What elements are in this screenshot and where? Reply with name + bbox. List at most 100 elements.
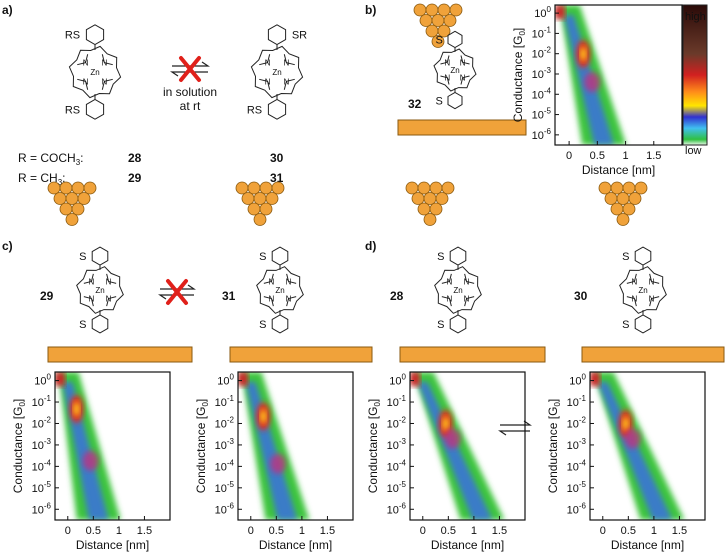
atom-label: N	[447, 277, 453, 286]
tick-exponent: -4	[579, 458, 587, 467]
r-colon: :	[62, 171, 65, 185]
tick-base: 10	[32, 504, 44, 516]
gold-atom	[59, 181, 73, 195]
heatmap	[55, 372, 121, 520]
tick-base: 10	[387, 440, 399, 452]
x-tick-label: 1	[651, 525, 657, 537]
density-high	[444, 428, 461, 449]
atom-label: N	[447, 295, 453, 304]
x-axis-label: Distance [nm]	[611, 538, 684, 552]
phenyl-ring	[447, 91, 463, 110]
macrocycle	[256, 266, 304, 314]
y-tick-label: 10-3	[215, 437, 235, 452]
atom-label: N	[265, 59, 271, 68]
gold-atom	[71, 181, 85, 195]
tick-base: 10	[387, 504, 399, 516]
label-end: ]	[11, 399, 25, 402]
y-tick-label: 10-5	[32, 480, 52, 495]
bond	[283, 81, 287, 90]
tick-base: 10	[567, 440, 579, 452]
tick-base: 10	[215, 418, 227, 430]
compound-number: 31	[270, 171, 284, 185]
bond	[626, 296, 635, 300]
tick-base: 10	[569, 376, 581, 388]
tick-exponent: -3	[44, 437, 52, 446]
x-tick-label: 1.5	[320, 525, 335, 537]
tick-exponent: -6	[544, 127, 552, 136]
y-tick-label: 10-4	[567, 458, 587, 473]
x-tick-label: 0.5	[86, 525, 101, 537]
bond	[464, 273, 468, 282]
compound-number: 28	[390, 289, 404, 303]
plot-frame	[554, 4, 683, 146]
tick-base: 10	[32, 440, 44, 452]
atom-label: N	[632, 295, 638, 304]
tick-exponent: -4	[399, 458, 407, 467]
substituent-label: S	[79, 251, 86, 263]
gold-atom	[411, 192, 425, 205]
density-high	[270, 453, 287, 474]
y-tick-label: 100	[389, 373, 406, 388]
gold-atom	[77, 192, 91, 205]
gold-electrode	[47, 119, 725, 363]
gold-atom	[47, 181, 61, 195]
y-tick-label: 10-5	[532, 107, 552, 122]
tick-exponent: 0	[402, 373, 407, 382]
atom-label: N	[286, 295, 292, 304]
gold-atom	[604, 192, 618, 205]
tick-exponent: 0	[47, 373, 52, 382]
x-tick-label: 0.5	[441, 525, 456, 537]
atom-label: N	[83, 77, 89, 86]
y-tick-label: 100	[34, 373, 51, 388]
substituent-label: S	[259, 251, 266, 263]
contact-peak	[590, 372, 600, 386]
y-tick-label: 10-1	[387, 394, 407, 409]
label-sub: 0	[18, 402, 27, 407]
heatmap	[238, 372, 310, 520]
phenyl-ring	[271, 314, 289, 334]
bond	[85, 81, 89, 90]
y-tick-label: 10-2	[387, 415, 407, 430]
label-sub: 0	[553, 402, 562, 407]
gold-atom	[431, 35, 445, 48]
colorbar-label: low	[685, 145, 702, 157]
gold-atom	[253, 192, 267, 205]
gold-atom	[425, 3, 439, 17]
tick-exponent: -6	[44, 501, 52, 510]
r-sub: 3	[76, 158, 81, 167]
phenyl-ring	[634, 314, 652, 334]
condition: at rt	[180, 99, 201, 113]
y-tick-label: 10-1	[32, 394, 52, 409]
density-peak	[580, 47, 587, 61]
tick-base: 10	[387, 397, 399, 409]
gold-atom	[253, 213, 267, 226]
heatmap	[555, 5, 627, 145]
substituent-label: SR	[292, 30, 307, 42]
contact-peak	[55, 372, 65, 386]
substituent-label: S	[622, 319, 629, 331]
tick-base: 10	[387, 483, 399, 495]
x-tick-label: 1	[116, 525, 122, 537]
panel-label: c)	[2, 239, 13, 253]
compound-number: 30	[574, 289, 588, 303]
atom-label: N	[106, 295, 112, 304]
compound-number: 31	[222, 289, 236, 303]
bond	[446, 77, 450, 85]
tick-base: 10	[567, 461, 579, 473]
x-tick-label: 0	[566, 150, 572, 162]
atom-label: N	[89, 277, 95, 286]
x-tick-label: 0	[65, 525, 71, 537]
macrocycle	[68, 45, 122, 99]
heatmap	[410, 372, 505, 520]
atom-label: N	[265, 77, 271, 86]
tick-exponent: -5	[579, 480, 587, 489]
macrocycle	[76, 266, 124, 314]
panel-label: a)	[2, 3, 13, 17]
bond	[286, 273, 290, 282]
gold-atom	[610, 181, 624, 195]
phenyl-ring	[449, 314, 467, 334]
gold-atom	[405, 181, 419, 195]
bond	[466, 296, 475, 300]
